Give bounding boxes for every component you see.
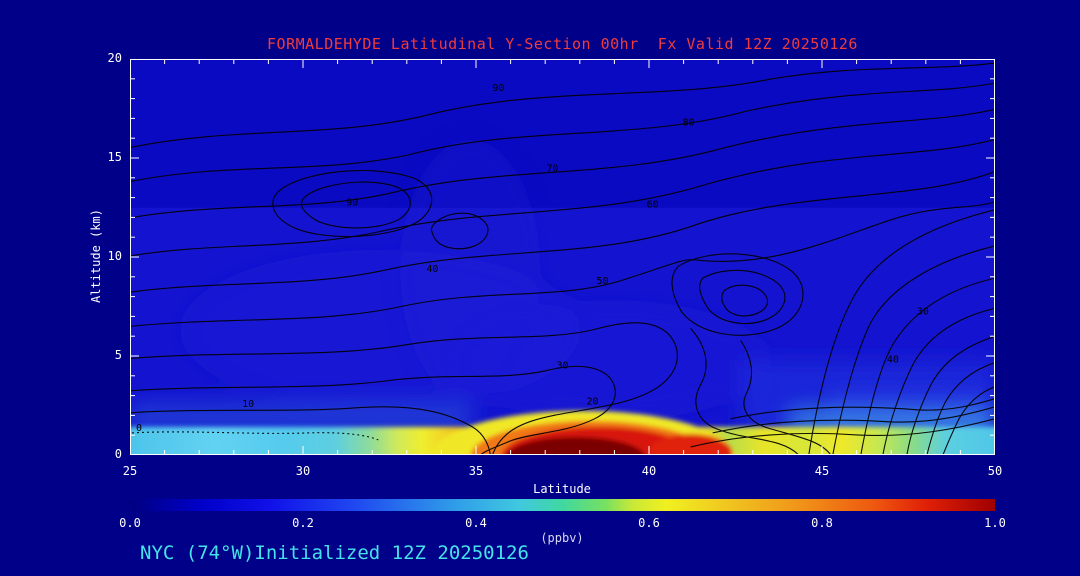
- x-tick-45: 45: [814, 464, 830, 478]
- contour-label: 30: [917, 306, 929, 317]
- contour-midlevel-family: [129, 322, 832, 456]
- contour-plot: 0 10 20 30 40 50 60 70 80 90 90 30 40: [125, 58, 1000, 504]
- contour-plot-canvas: 0 10 20 30 40 50 60 70 80 90 90 30 40: [125, 58, 1000, 504]
- colorbar-units-label: (ppbv): [540, 531, 584, 545]
- contour-surface-family: [129, 398, 996, 456]
- light-patch: [400, 139, 541, 401]
- contour-right-family: [808, 209, 996, 456]
- colorbar: [130, 499, 995, 511]
- contour-label: 40: [426, 264, 438, 275]
- contour-closed-loops: [272, 170, 804, 336]
- contour-label: 30: [556, 361, 568, 372]
- colorbar-tick-0.0: 0.0: [119, 516, 141, 530]
- contour-label: 10: [242, 399, 254, 410]
- contour-label: 90: [492, 83, 504, 94]
- contour-label: 90: [346, 198, 358, 209]
- chart-title: FORMALDEHYDE Latitudinal Y-Section 00hr …: [267, 35, 858, 53]
- x-tick-25: 25: [122, 464, 138, 478]
- field-upper-layer: [130, 59, 995, 208]
- x-tick-50: 50: [987, 464, 1003, 478]
- y-tick-20: 20: [107, 51, 122, 65]
- colorbar-tick-0.8: 0.8: [811, 516, 833, 530]
- contour-label: 80: [683, 117, 695, 128]
- y-tick-0: 0: [114, 447, 122, 461]
- contour-upper-family: [129, 62, 996, 327]
- x-axis-title: Latitude: [533, 482, 591, 496]
- colorbar-tick-0.4: 0.4: [465, 516, 487, 530]
- colorbar-tick-0.2: 0.2: [292, 516, 314, 530]
- contour-label: 0: [136, 423, 142, 434]
- x-tick-40: 40: [641, 464, 657, 478]
- plot-border: [130, 59, 995, 455]
- colorbar-tick-1.0: 1.0: [984, 516, 1006, 530]
- contour-label: 40: [887, 355, 899, 366]
- y-tick-10: 10: [107, 249, 122, 263]
- contour-labels: 0 10 20 30 40 50 60 70 80 90 90 30 40: [136, 83, 929, 434]
- x-tick-35: 35: [468, 464, 484, 478]
- y-tick-5: 5: [114, 348, 122, 362]
- contour-label: 50: [597, 276, 609, 287]
- x-tick-30: 30: [295, 464, 311, 478]
- y-tick-15: 15: [107, 150, 122, 164]
- colorbar-tick-0.6: 0.6: [638, 516, 660, 530]
- contour-lines: [129, 62, 996, 456]
- contour-label: 20: [587, 397, 599, 408]
- init-station-label: NYC (74°W)Initialized 12Z 20250126: [140, 542, 529, 564]
- y-axis-title: Altitude (km): [89, 209, 103, 303]
- contour-label: 60: [647, 200, 659, 211]
- contour-label: 70: [546, 164, 558, 175]
